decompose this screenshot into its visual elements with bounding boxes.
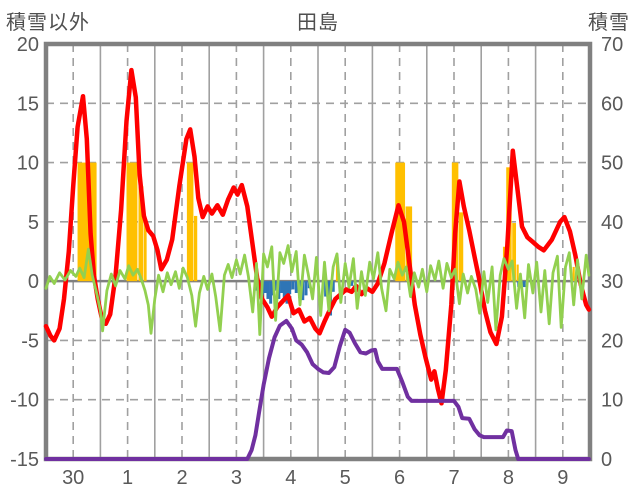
precipitation-bars bbox=[301, 281, 305, 301]
x-axis-tick-label: 1 bbox=[122, 467, 133, 489]
sunshine-bars bbox=[572, 266, 575, 282]
precipitation-bars bbox=[304, 281, 308, 296]
sunshine-bars bbox=[186, 162, 194, 282]
left-axis-tick-label: 5 bbox=[28, 212, 39, 234]
left-axis-tick-label: 0 bbox=[28, 271, 39, 293]
precipitation-bars bbox=[291, 281, 295, 290]
left-axis-tick-label: -15 bbox=[10, 449, 39, 471]
x-axis-tick-label: 6 bbox=[394, 467, 405, 489]
sunshine-bars bbox=[138, 186, 144, 282]
right-axis-tick-label: 40 bbox=[601, 212, 623, 234]
right-axis-tick-label: 30 bbox=[601, 271, 623, 293]
precipitation-bars bbox=[288, 281, 292, 295]
sunshine-bars bbox=[143, 218, 147, 282]
x-axis-tick-label: 3 bbox=[231, 467, 242, 489]
left-axis-tick-label: 20 bbox=[17, 34, 39, 56]
precipitation-bars bbox=[331, 281, 335, 292]
x-axis-tick-label: 7 bbox=[448, 467, 459, 489]
temperature-line bbox=[43, 67, 592, 406]
x-axis-tick-label: 4 bbox=[285, 467, 296, 489]
precipitation-bars bbox=[269, 281, 273, 304]
green-oscillation-line bbox=[44, 244, 591, 336]
left-axis-tick-label: 10 bbox=[17, 153, 39, 175]
sunshine-bars bbox=[512, 223, 517, 282]
snow-depth-line bbox=[44, 318, 591, 461]
x-axis-tick-label: 30 bbox=[62, 467, 84, 489]
precipitation-bars bbox=[282, 281, 286, 298]
right-axis-tick-label: 0 bbox=[601, 449, 612, 471]
chart-title: 田島 bbox=[297, 12, 339, 34]
x-axis-tick-label: 5 bbox=[340, 467, 351, 489]
sunshine-bars bbox=[126, 162, 138, 282]
sunshine-bars bbox=[193, 215, 198, 282]
precipitation-bars bbox=[522, 281, 526, 288]
right-axis-tick-label: 10 bbox=[601, 390, 623, 412]
left-axis-tick-label: -10 bbox=[10, 390, 39, 412]
right-axis-title: 積雪 bbox=[588, 12, 630, 34]
sunshine-bars bbox=[395, 162, 406, 282]
precipitation-bars bbox=[274, 281, 278, 291]
x-axis-tick-label: 8 bbox=[503, 467, 514, 489]
left-axis-title: 積雪以外 bbox=[6, 12, 90, 34]
right-axis-tick-label: 70 bbox=[601, 34, 623, 56]
right-axis-tick-label: 20 bbox=[601, 330, 623, 352]
right-axis-tick-label: 60 bbox=[601, 93, 623, 115]
precipitation-bars bbox=[285, 281, 289, 304]
precipitation-bars bbox=[280, 281, 284, 293]
sunshine-bars bbox=[516, 264, 519, 282]
precipitation-bars bbox=[266, 281, 270, 299]
x-axis-tick-label: 9 bbox=[557, 467, 568, 489]
left-axis-tick-label: -5 bbox=[21, 330, 39, 352]
precipitation-bars bbox=[294, 281, 298, 293]
plot-border bbox=[43, 41, 593, 462]
right-axis-tick-label: 50 bbox=[601, 153, 623, 175]
x-axis-tick-label: 2 bbox=[176, 467, 187, 489]
sunshine-bars bbox=[458, 212, 464, 282]
left-axis-tick-label: 15 bbox=[17, 93, 39, 115]
precipitation-bars bbox=[350, 281, 354, 286]
precipitation-bars bbox=[263, 281, 267, 293]
